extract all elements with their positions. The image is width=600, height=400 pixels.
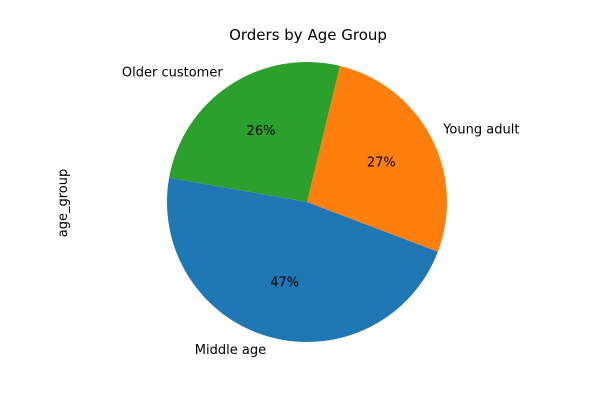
slice-label-older-customer: Older customer — [122, 66, 223, 81]
slice-young-adult — [307, 65, 447, 252]
slice-middle-age — [167, 177, 438, 342]
pie-labels: Middle age 47% Young adult 27% Older custome… — [122, 66, 520, 358]
slice-older-customer — [169, 62, 340, 202]
slice-label-middle-age: Middle age — [195, 343, 266, 358]
slice-percent-young-adult: 27% — [367, 155, 396, 170]
chart-title: Orders by Age Group — [229, 26, 387, 44]
slice-percent-middle-age: 47% — [270, 275, 299, 290]
pie-slices — [167, 62, 447, 342]
slice-label-young-adult: Young adult — [442, 123, 519, 138]
slice-percent-older-customer: 26% — [247, 124, 276, 139]
y-axis-label: age_group — [56, 169, 71, 237]
